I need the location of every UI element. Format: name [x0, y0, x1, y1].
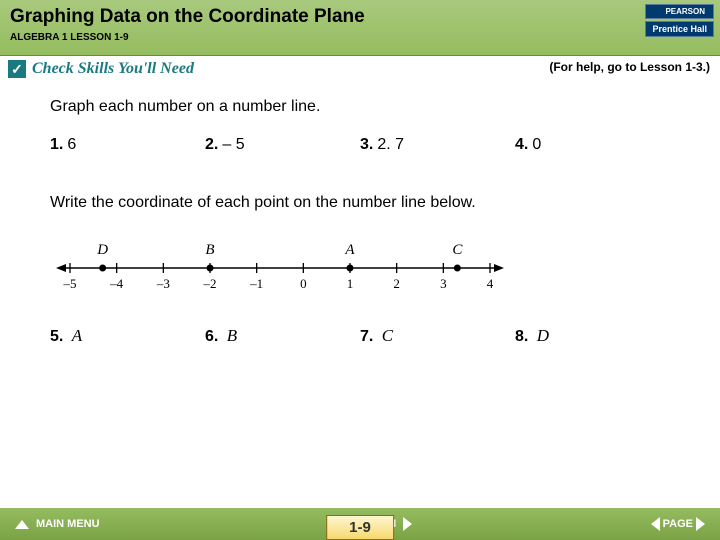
page-nav-label: PAGE: [663, 518, 693, 530]
course-subtitle: ALGEBRA 1 LESSON 1-9: [10, 32, 710, 43]
up-arrow-icon: [15, 520, 29, 529]
svg-text:B: B: [205, 242, 214, 258]
right-arrow-icon: [403, 517, 412, 531]
q4: 4.0: [515, 136, 670, 154]
check-skills-label: Check Skills You'll Need: [32, 60, 194, 78]
svg-text:C: C: [452, 242, 463, 258]
instruction-1: Graph each number on a number line.: [50, 98, 670, 116]
right-arrow-icon: [696, 517, 705, 531]
help-hint: (For help, go to Lesson 1-3.): [549, 60, 710, 74]
main-menu-button[interactable]: MAIN MENU: [12, 518, 100, 530]
lesson-next-button[interactable]: [400, 517, 415, 531]
svg-text:1: 1: [347, 276, 354, 291]
svg-text:3: 3: [440, 276, 447, 291]
svg-text:–5: –5: [63, 276, 77, 291]
question-row-1: 1.6 2.– 5 3.2. 7 4.0: [50, 136, 670, 154]
q6: 6. B: [205, 326, 360, 346]
page-title: Graphing Data on the Coordinate Plane: [10, 6, 710, 28]
instruction-2: Write the coordinate of each point on th…: [50, 194, 670, 212]
q7: 7. C: [360, 326, 515, 346]
content-area: Graph each number on a number line. 1.6 …: [0, 80, 720, 346]
q1: 1.6: [50, 136, 205, 154]
page-next-button[interactable]: [693, 517, 708, 531]
q8: 8. D: [515, 326, 670, 346]
svg-text:–2: –2: [203, 276, 217, 291]
page-prev-button[interactable]: [648, 517, 663, 531]
q2: 2.– 5: [205, 136, 360, 154]
lesson-tag-text: 1-9: [326, 515, 394, 540]
svg-text:–1: –1: [249, 276, 263, 291]
q5: 5. A: [50, 326, 205, 346]
svg-text:0: 0: [300, 276, 307, 291]
publisher-name: PEARSON: [645, 4, 714, 19]
question-row-2: 5. A 6. B 7. C 8. D: [50, 326, 670, 346]
publisher-imprint: Prentice Hall: [645, 21, 714, 37]
svg-text:4: 4: [487, 276, 494, 291]
check-icon: ✓: [8, 60, 26, 78]
number-line-figure: –5 –4 –3 –2 –1 0 1 2 3 4 D B A C: [50, 232, 510, 296]
q3: 3.2. 7: [360, 136, 515, 154]
svg-text:D: D: [96, 242, 108, 258]
main-menu-label: MAIN MENU: [36, 518, 100, 530]
svg-text:2: 2: [393, 276, 400, 291]
left-arrow-icon: [651, 517, 660, 531]
lesson-number-tag: 1-9: [326, 515, 394, 540]
svg-text:–3: –3: [156, 276, 170, 291]
publisher-badge: PEARSON Prentice Hall: [645, 4, 714, 37]
svg-text:–4: –4: [109, 276, 124, 291]
lesson-header: Graphing Data on the Coordinate Plane AL…: [0, 0, 720, 56]
svg-text:A: A: [344, 242, 355, 258]
